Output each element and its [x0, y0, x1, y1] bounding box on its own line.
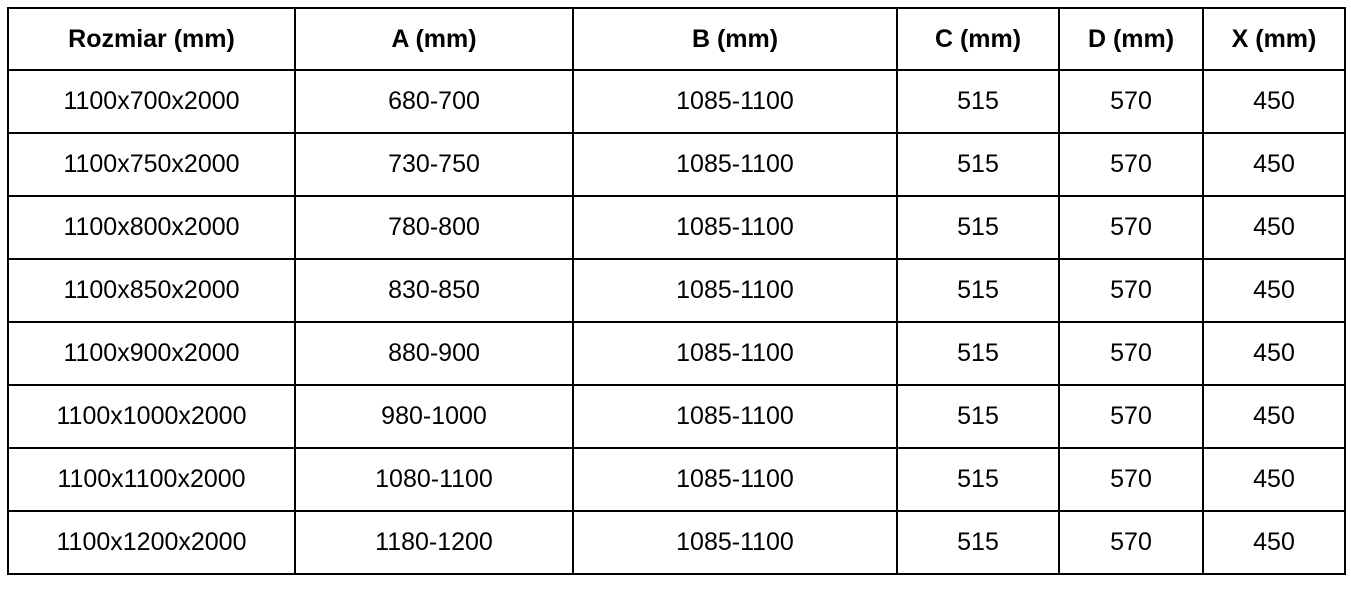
cell-b: 1085-1100 — [572, 258, 898, 323]
cell-b: 1085-1100 — [572, 132, 898, 197]
cell-c: 515 — [896, 384, 1060, 449]
cell-a: 680-700 — [294, 69, 574, 134]
cell-d: 570 — [1058, 69, 1204, 134]
cell-a: 880-900 — [294, 321, 574, 386]
cell-b: 1085-1100 — [572, 195, 898, 260]
table-row: 1100x1200x2000 1180-1200 1085-1100 515 570 45… — [7, 510, 1346, 575]
dimensions-table: Rozmiar (mm) A (mm) B (mm) C (mm) D (mm)… — [7, 7, 1346, 575]
cell-x: 450 — [1202, 384, 1346, 449]
cell-a: 980-1000 — [294, 384, 574, 449]
table-row: 1100x850x2000 830-850 1085-1100 515 570 450 — [7, 258, 1346, 323]
cell-c: 515 — [896, 510, 1060, 575]
cell-d: 570 — [1058, 132, 1204, 197]
cell-a: 830-850 — [294, 258, 574, 323]
cell-size: 1100x1100x2000 — [7, 447, 296, 512]
header-d: D (mm) — [1058, 7, 1204, 71]
cell-size: 1100x1200x2000 — [7, 510, 296, 575]
table-row: 1100x700x2000 680-700 1085-1100 515 570 450 — [7, 69, 1346, 134]
table-body: 1100x700x2000 680-700 1085-1100 515 570 450 11… — [7, 69, 1346, 575]
cell-size: 1100x700x2000 — [7, 69, 296, 134]
cell-b: 1085-1100 — [572, 510, 898, 575]
cell-c: 515 — [896, 447, 1060, 512]
cell-d: 570 — [1058, 384, 1204, 449]
cell-x: 450 — [1202, 510, 1346, 575]
cell-d: 570 — [1058, 510, 1204, 575]
header-size: Rozmiar (mm) — [7, 7, 296, 71]
cell-b: 1085-1100 — [572, 69, 898, 134]
header-b: B (mm) — [572, 7, 898, 71]
table-row: 1100x1100x2000 1080-1100 1085-1100 515 570 45… — [7, 447, 1346, 512]
cell-size: 1100x750x2000 — [7, 132, 296, 197]
cell-size: 1100x900x2000 — [7, 321, 296, 386]
header-c: C (mm) — [896, 7, 1060, 71]
cell-x: 450 — [1202, 69, 1346, 134]
cell-a: 780-800 — [294, 195, 574, 260]
table-row: 1100x750x2000 730-750 1085-1100 515 570 450 — [7, 132, 1346, 197]
cell-c: 515 — [896, 69, 1060, 134]
cell-c: 515 — [896, 132, 1060, 197]
table-row: 1100x800x2000 780-800 1085-1100 515 570 450 — [7, 195, 1346, 260]
cell-x: 450 — [1202, 447, 1346, 512]
cell-d: 570 — [1058, 321, 1204, 386]
cell-size: 1100x800x2000 — [7, 195, 296, 260]
cell-x: 450 — [1202, 195, 1346, 260]
cell-d: 570 — [1058, 195, 1204, 260]
header-a: A (mm) — [294, 7, 574, 71]
cell-d: 570 — [1058, 258, 1204, 323]
cell-a: 730-750 — [294, 132, 574, 197]
cell-b: 1085-1100 — [572, 384, 898, 449]
cell-c: 515 — [896, 258, 1060, 323]
header-x: X (mm) — [1202, 7, 1346, 71]
cell-b: 1085-1100 — [572, 321, 898, 386]
cell-c: 515 — [896, 321, 1060, 386]
cell-c: 515 — [896, 195, 1060, 260]
cell-size: 1100x850x2000 — [7, 258, 296, 323]
cell-a: 1180-1200 — [294, 510, 574, 575]
cell-x: 450 — [1202, 321, 1346, 386]
table-row: 1100x900x2000 880-900 1085-1100 515 570 450 — [7, 321, 1346, 386]
header-row: Rozmiar (mm) A (mm) B (mm) C (mm) D (mm)… — [7, 7, 1346, 71]
table-row: 1100x1000x2000 980-1000 1085-1100 515 570 450 — [7, 384, 1346, 449]
cell-x: 450 — [1202, 258, 1346, 323]
cell-a: 1080-1100 — [294, 447, 574, 512]
cell-b: 1085-1100 — [572, 447, 898, 512]
cell-d: 570 — [1058, 447, 1204, 512]
cell-x: 450 — [1202, 132, 1346, 197]
cell-size: 1100x1000x2000 — [7, 384, 296, 449]
